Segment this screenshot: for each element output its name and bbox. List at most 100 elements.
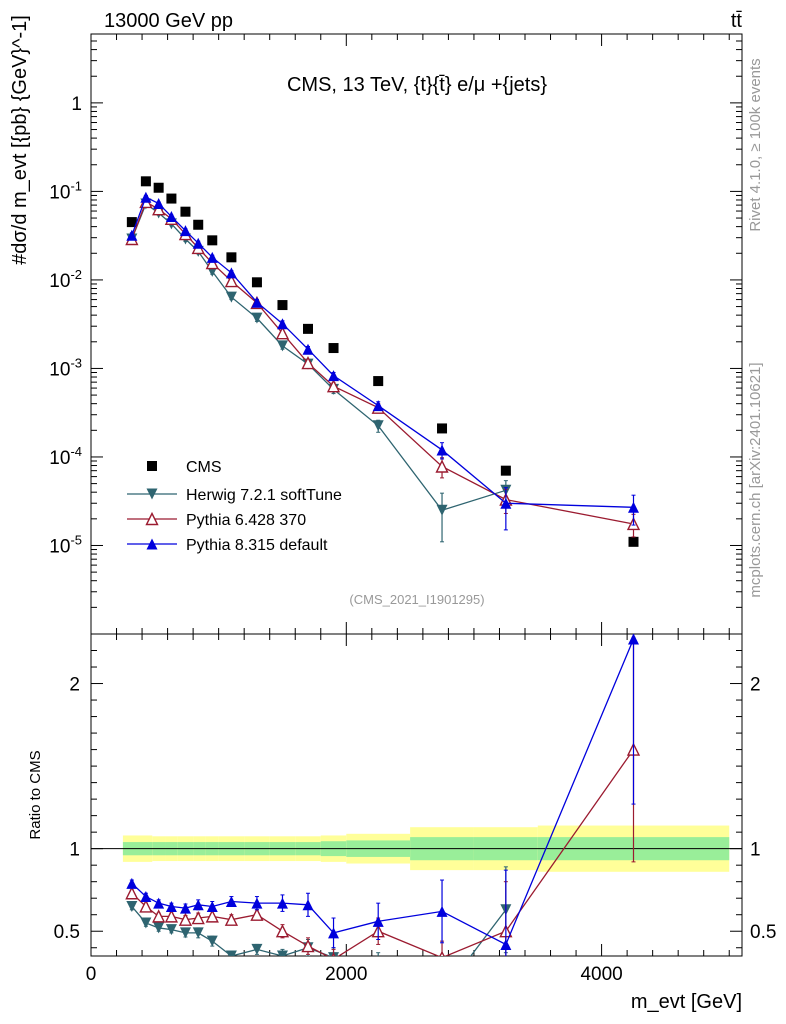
legend-marker (146, 488, 158, 500)
cms-data-point (328, 343, 339, 354)
ratio-y-axis-label: Ratio to CMS (27, 750, 44, 839)
legend-marker (147, 461, 157, 471)
ratio-point (165, 900, 177, 912)
cms-data-point (180, 206, 191, 217)
data-point (276, 340, 288, 352)
energy-label: 13000 GeV pp (104, 10, 233, 32)
ratio-y-tick-label-left: 0.5 (54, 922, 80, 943)
ratio-y-tick-label-left: 2 (69, 675, 80, 696)
ratio-point (140, 917, 152, 929)
ratio-point (500, 938, 512, 950)
series-line (131, 201, 634, 525)
y-tick-label: 1 (71, 94, 82, 115)
y-tick-label: 10-3 (49, 355, 82, 380)
data-point (302, 343, 314, 355)
legend-marker (146, 538, 158, 550)
ratio-point (191, 910, 205, 925)
ratio-point (179, 927, 191, 939)
data-point (251, 296, 263, 308)
data-point (276, 318, 288, 330)
legend-marker (145, 511, 159, 526)
x-tick-label: 0 (86, 964, 97, 985)
legend-label: Herwig 7.2.1 softTune (186, 487, 342, 504)
ratio-point (126, 900, 138, 912)
series-line (131, 196, 634, 508)
ratio-point (372, 915, 384, 927)
ratio-point (205, 909, 219, 923)
ratio-point (164, 909, 179, 923)
x-tick-label: 4000 (580, 964, 622, 985)
data-point (206, 251, 218, 263)
data-point (153, 198, 165, 210)
ratio-point (165, 924, 177, 936)
cms-data-point (226, 252, 237, 263)
cms-data-point (628, 536, 639, 547)
axis-ticks: 0 2000 4000 10-5 10-4 10-3 10-2 10-1 1 0.5 0.5 1 1 2 2 (49, 33, 776, 985)
ratio-point (276, 897, 288, 909)
data-point (152, 202, 166, 216)
data-point (275, 326, 290, 340)
data-point (326, 379, 341, 393)
y-tick-label: 10-4 (49, 444, 82, 469)
y-tick-label: 10-1 (49, 178, 82, 203)
cms-data-point (193, 219, 204, 230)
data-point (251, 312, 263, 324)
ratio-line (131, 906, 507, 956)
cms-data-point (437, 423, 448, 434)
y-axis-label: #dσ/d m_evt [{pb} {GeV}^-1] (9, 15, 31, 265)
legend-entry: CMS (147, 459, 222, 476)
ratio-point (328, 927, 340, 939)
ratio-point (192, 899, 204, 911)
ratio-series-layer (125, 634, 641, 956)
data-point (225, 291, 237, 303)
data-point (224, 274, 239, 288)
y-tick-label: 10-5 (49, 532, 82, 557)
ratio-point (275, 924, 290, 938)
cms-data-point (373, 376, 384, 387)
series-layer (125, 176, 641, 547)
ratio-line (131, 638, 635, 946)
cms-data-point (207, 235, 218, 246)
series-0 (126, 176, 639, 547)
ratio-point (251, 897, 263, 909)
ratio-point (140, 891, 152, 903)
ratio-point (178, 912, 193, 926)
mcplots-label: mcplots.cern.ch [arXiv:2401.10621] (747, 362, 764, 597)
ratio-line (131, 749, 635, 956)
ratio-point (225, 896, 237, 908)
chart-title: CMS, 13 TeV, {t}{t̄} e/μ +{jets} (287, 74, 547, 96)
data-point (140, 191, 152, 203)
ratio-point (436, 905, 448, 917)
ratio-point (224, 912, 239, 926)
data-point (225, 267, 237, 279)
data-point (500, 497, 512, 509)
data-point (165, 211, 177, 223)
data-point (372, 420, 384, 432)
data-point (301, 356, 315, 370)
cms-data-point (277, 300, 288, 311)
y-tick-label: 10-2 (49, 267, 82, 292)
ratio-y-tick-label-right: 2 (750, 675, 761, 696)
data-point (192, 237, 204, 249)
ratio-point (331, 952, 336, 956)
data-point (435, 459, 449, 473)
ratio-series-3 (126, 634, 639, 956)
ratio-y-tick-label-left: 1 (69, 840, 80, 861)
ratio-point (251, 943, 263, 955)
ratio-point (276, 950, 288, 956)
ratio-y-tick-label-right: 1 (750, 840, 761, 861)
ratio-y-tick-label-right: 0.5 (750, 922, 776, 943)
data-point (179, 225, 191, 237)
legend-label: Pythia 8.315 default (186, 537, 328, 554)
series-3 (126, 191, 639, 531)
data-point (436, 444, 448, 456)
analysis-watermark: (CMS_2021_I1901295) (349, 592, 484, 607)
ratio-point (206, 900, 218, 912)
cms-data-point (153, 182, 164, 193)
ratio-point (153, 897, 165, 909)
x-axis-label: m_evt [GeV] (631, 991, 742, 1013)
x-tick-label: 2000 (325, 964, 367, 985)
ratio-point (126, 877, 138, 889)
ratio-point (301, 939, 315, 953)
